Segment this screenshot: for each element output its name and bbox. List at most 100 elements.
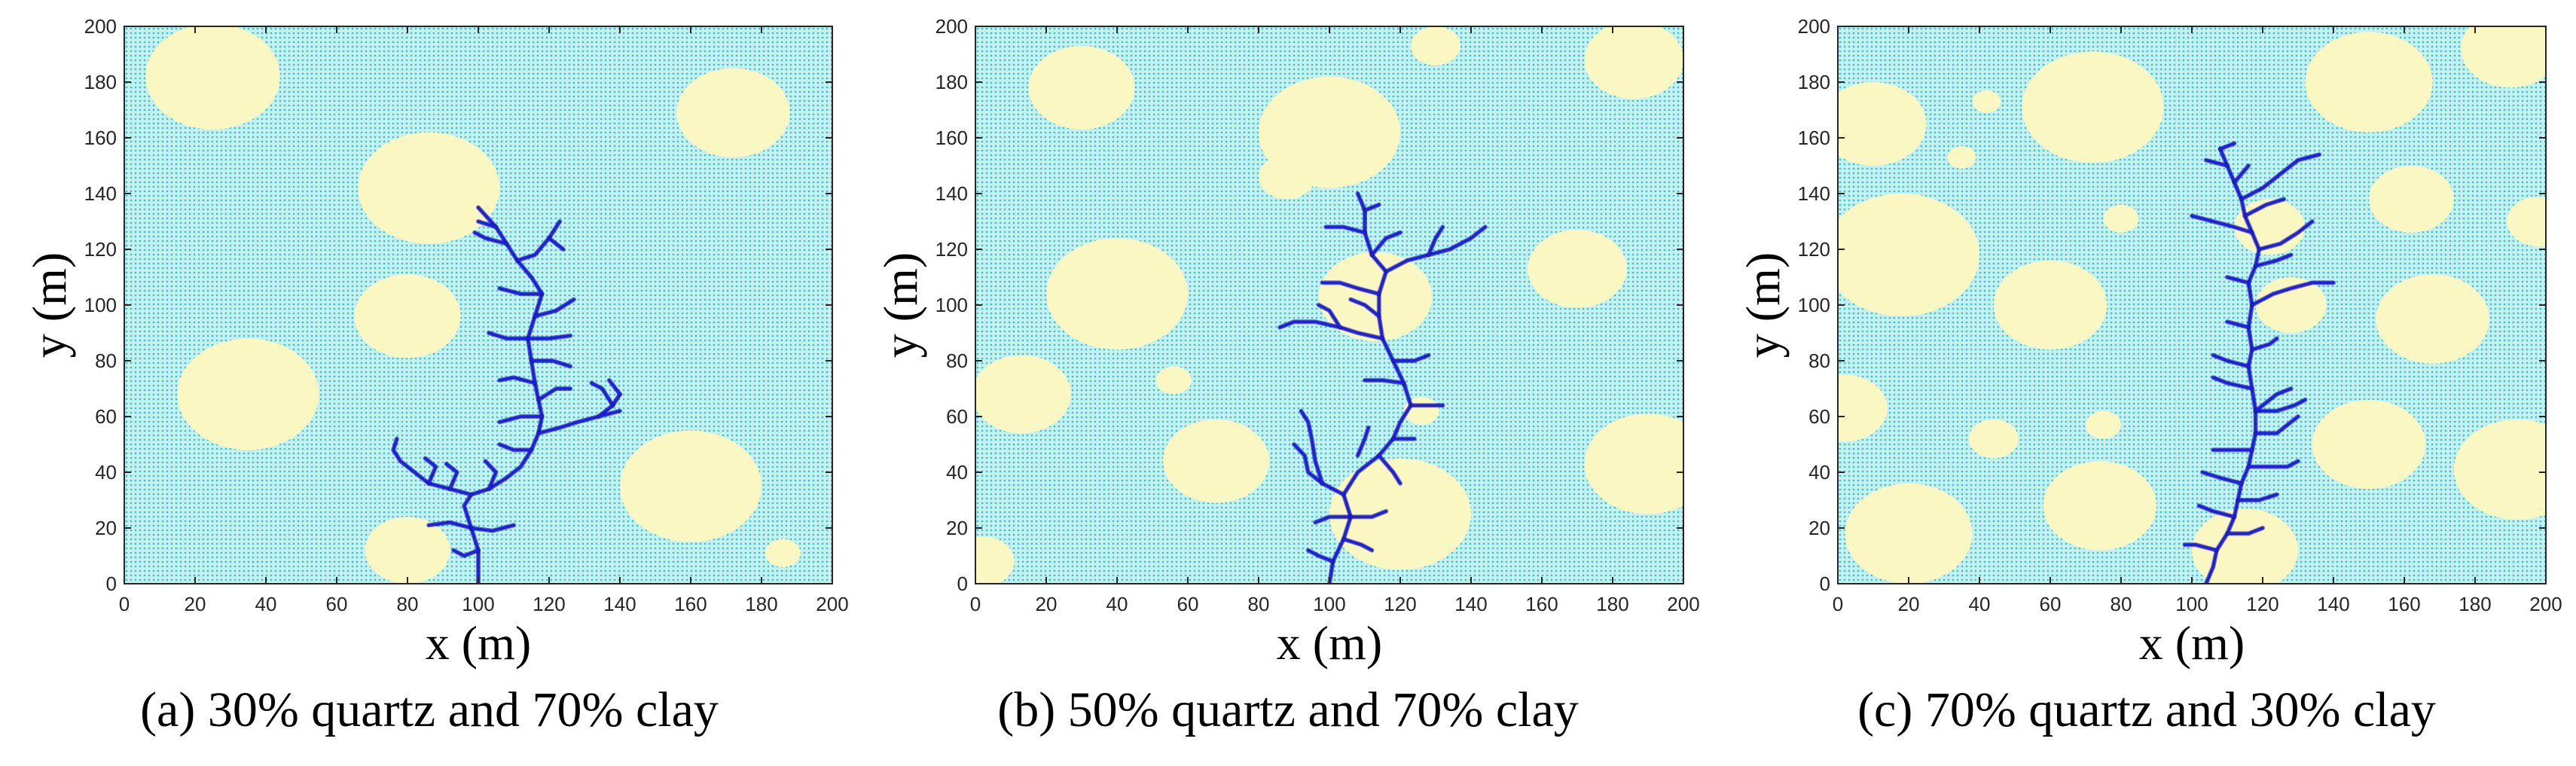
crack-branch-c-22 <box>2205 158 2229 167</box>
crack-branch-a-18 <box>526 334 572 340</box>
x-tick-label-b-9: 180 <box>1596 593 1628 615</box>
x-tick-label-b-4: 80 <box>1248 593 1270 615</box>
crack-branch-a-4 <box>484 459 498 490</box>
y-axis-label-b: y (m) <box>874 252 927 358</box>
crack-branch-b-3 <box>1314 515 1352 524</box>
quartz-grain-c-18 <box>2453 419 2546 520</box>
quartz-grain-a-5 <box>620 430 762 542</box>
y-tick-label-b-8: 160 <box>935 127 968 149</box>
crack-network-b <box>1277 191 1488 584</box>
y-tick-label-c-3: 60 <box>1808 405 1830 428</box>
y-tick-label-c-9: 180 <box>1798 71 1830 93</box>
crack-branch-c-18 <box>2190 214 2254 234</box>
quartz-grain-c-19 <box>1845 483 1973 584</box>
y-tick-label-b-1: 20 <box>946 517 968 539</box>
y-tick-label-a-0: 0 <box>106 572 117 595</box>
y-tick-label-c-7: 140 <box>1798 182 1830 205</box>
crack-branch-c-10 <box>2211 376 2254 390</box>
crack-branch-b-19 <box>1370 231 1402 257</box>
crack-branch-b-20 <box>1363 203 1381 212</box>
quartz-grain-a-1 <box>358 132 500 244</box>
x-tick-label-a-5: 100 <box>462 593 494 615</box>
x-tick-label-c-3: 60 <box>2040 593 2062 615</box>
y-tick-label-c-5: 100 <box>1798 294 1830 316</box>
quartz-grain-c-17 <box>2312 399 2426 490</box>
y-tick-label-b-0: 0 <box>957 572 968 595</box>
quartz-grain-b-4 <box>1259 154 1316 200</box>
panel-b: 0 20 40 60 80 100 120 140 160 180 200 0 20 40 60 80 100 1… <box>859 0 1717 766</box>
x-tick-label-a-4: 80 <box>397 593 419 615</box>
y-tick-label-b-2: 40 <box>946 461 968 484</box>
x-tick-label-a-1: 20 <box>185 593 206 615</box>
crack-branch-a-22 <box>473 231 508 246</box>
crack-branch-b-17 <box>1427 225 1445 257</box>
quartz-grains-c <box>1838 26 2546 584</box>
x-tick-label-a-8: 160 <box>674 593 707 615</box>
x-tick-label-a-3: 60 <box>326 593 348 615</box>
x-tick-label-c-7: 140 <box>2317 593 2349 615</box>
chart-a: 0 20 40 60 80 100 120 140 160 180 200 0 20 40 60 80 100 1… <box>23 15 849 670</box>
y-tick-label-b-7: 140 <box>935 182 968 205</box>
y-axis-label-c: y (m) <box>1736 252 1790 358</box>
quartz-grain-c-1 <box>2022 51 2164 163</box>
chart-c: 0 20 40 60 80 100 120 140 160 180 200 0 20 40 60 80 100 1… <box>1736 15 2562 670</box>
x-tick-label-b-10: 200 <box>1667 593 1699 615</box>
x-tick-label-b-7: 140 <box>1454 593 1487 615</box>
y-tick-label-a-4: 80 <box>95 349 117 372</box>
crack-branch-b-13 <box>1317 304 1341 329</box>
crack-network-c <box>2182 141 2336 584</box>
crack-branch-c-23 <box>2218 142 2236 151</box>
crack-branch-a-16 <box>530 359 572 368</box>
quartz-grain-c-5 <box>1947 146 1976 169</box>
crack-branch-b-1 <box>1293 443 1345 496</box>
y-tick-label-a-3: 60 <box>95 405 117 428</box>
crack-branch-b-15 <box>1320 281 1381 295</box>
quartz-grain-b-7 <box>1528 230 1627 308</box>
x-tick-label-c-6: 120 <box>2246 593 2278 615</box>
crack-branch-b-6 <box>1307 548 1335 563</box>
y-tick-label-a-2: 40 <box>95 461 117 484</box>
x-tick-label-a-6: 120 <box>533 593 565 615</box>
x-tick-label-c-8: 160 <box>2388 593 2420 615</box>
x-tick-label-c-1: 20 <box>1898 593 1920 615</box>
crack-branch-a-24 <box>548 237 565 251</box>
quartz-grain-c-2 <box>2305 32 2433 133</box>
crack-branch-c-9 <box>2254 398 2307 413</box>
quartz-grain-a-7 <box>765 539 801 567</box>
crack-branch-a-14 <box>537 387 572 401</box>
y-tick-label-a-9: 180 <box>84 71 117 93</box>
y-tick-label-c-1: 20 <box>1808 517 1830 539</box>
crack-branch-c-16 <box>2254 253 2293 267</box>
crack-branch-a-17 <box>487 331 530 340</box>
crack-branch-b-4 <box>1349 510 1387 518</box>
crack-branch-c-15 <box>2226 276 2250 285</box>
quartz-grain-a-3 <box>177 338 319 450</box>
quartz-grain-a-0 <box>145 26 280 130</box>
crack-branch-a-11 <box>608 379 621 396</box>
y-tick-label-b-4: 80 <box>946 349 968 372</box>
x-tick-label-b-8: 160 <box>1525 593 1558 615</box>
y-tick-label-b-5: 100 <box>935 294 968 316</box>
crack-branch-a-3 <box>444 462 459 490</box>
quartz-grain-c-21 <box>2192 508 2298 584</box>
quartz-grain-a-6 <box>365 517 450 584</box>
quartz-grain-c-0 <box>1838 82 1927 166</box>
x-axis-label-a: x (m) <box>426 616 531 670</box>
quartz-grain-c-3 <box>2461 26 2546 88</box>
panel-c: 0 20 40 60 80 100 120 140 160 180 200 0 20 40 60 80 100 1… <box>1717 0 2576 766</box>
quartz-grains-b <box>975 26 1683 584</box>
crack-branch-b-11 <box>1391 353 1430 362</box>
x-axis-label-c: x (m) <box>2139 616 2245 670</box>
x-tick-label-a-2: 40 <box>255 593 277 615</box>
crack-branch-b-2 <box>1299 409 1324 485</box>
crack-branch-c-2 <box>2226 526 2264 536</box>
crack-branch-b-21 <box>1356 426 1370 457</box>
crack-branch-b-0 <box>1328 192 1412 584</box>
panel-a: 0 20 40 60 80 100 120 140 160 180 200 0 20 40 60 80 100 1… <box>0 0 859 766</box>
quartz-grain-b-3 <box>1584 26 1683 99</box>
crack-branch-c-13 <box>2226 320 2250 329</box>
y-tick-label-c-10: 200 <box>1798 15 1830 38</box>
y-axis-label-a: y (m) <box>23 252 76 358</box>
x-tick-label-a-0: 0 <box>119 593 130 615</box>
panel-caption-a: (a) 30% quartz and 70% clay <box>140 682 719 737</box>
